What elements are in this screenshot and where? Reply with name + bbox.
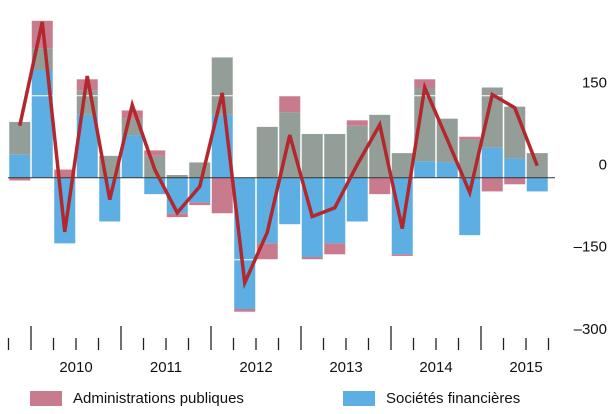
bar [9,154,31,178]
bar [234,177,256,309]
bar [301,257,323,260]
bar [166,175,188,178]
bar [121,110,143,119]
bar [76,114,98,178]
bar [369,177,391,195]
bar [279,95,301,113]
bar [279,177,301,225]
bar [346,177,368,222]
x-tick-label: 2010 [59,359,92,376]
bar [504,106,526,159]
line [18,21,539,290]
bar [459,177,481,236]
bar [54,169,76,178]
bar [481,177,503,192]
bar [391,153,413,178]
bar [189,162,211,178]
bar [31,70,53,178]
bar [346,120,368,126]
bar [9,121,31,155]
bar [459,136,481,140]
bar [414,87,436,162]
x-tick-label: 2012 [239,359,272,376]
bar [414,161,436,178]
bar [189,177,211,203]
bar [526,177,548,192]
bar [346,125,368,178]
bar [301,133,323,178]
bar [481,87,503,148]
bar [324,243,346,255]
bar [121,135,143,178]
bar [211,177,233,214]
y-tick-label: –150 [574,239,607,256]
y-tick-label: –300 [574,321,607,338]
x-tick-label: 2011 [150,359,182,376]
bar [436,162,458,178]
legend-label: Administrations publiques [73,390,244,407]
bar [324,133,346,178]
bar [504,158,526,178]
y-tick-label: 150 [582,75,607,92]
bar [234,308,256,312]
x-tick-label: 2015 [509,359,542,376]
bar [256,177,278,244]
x-tick-label: 2014 [419,359,452,376]
legend-swatch [30,391,62,406]
legend-label: Sociétés financières [386,390,520,407]
bar [9,177,31,181]
bar [189,202,211,206]
bar [481,147,503,178]
y-tick-label: 0 [599,157,607,174]
legend-swatch [343,391,375,406]
x-tick-label: 2013 [329,359,362,376]
bar [256,126,278,178]
bar [504,177,526,185]
bar [391,254,413,256]
bar [211,57,233,115]
bar [144,150,166,156]
